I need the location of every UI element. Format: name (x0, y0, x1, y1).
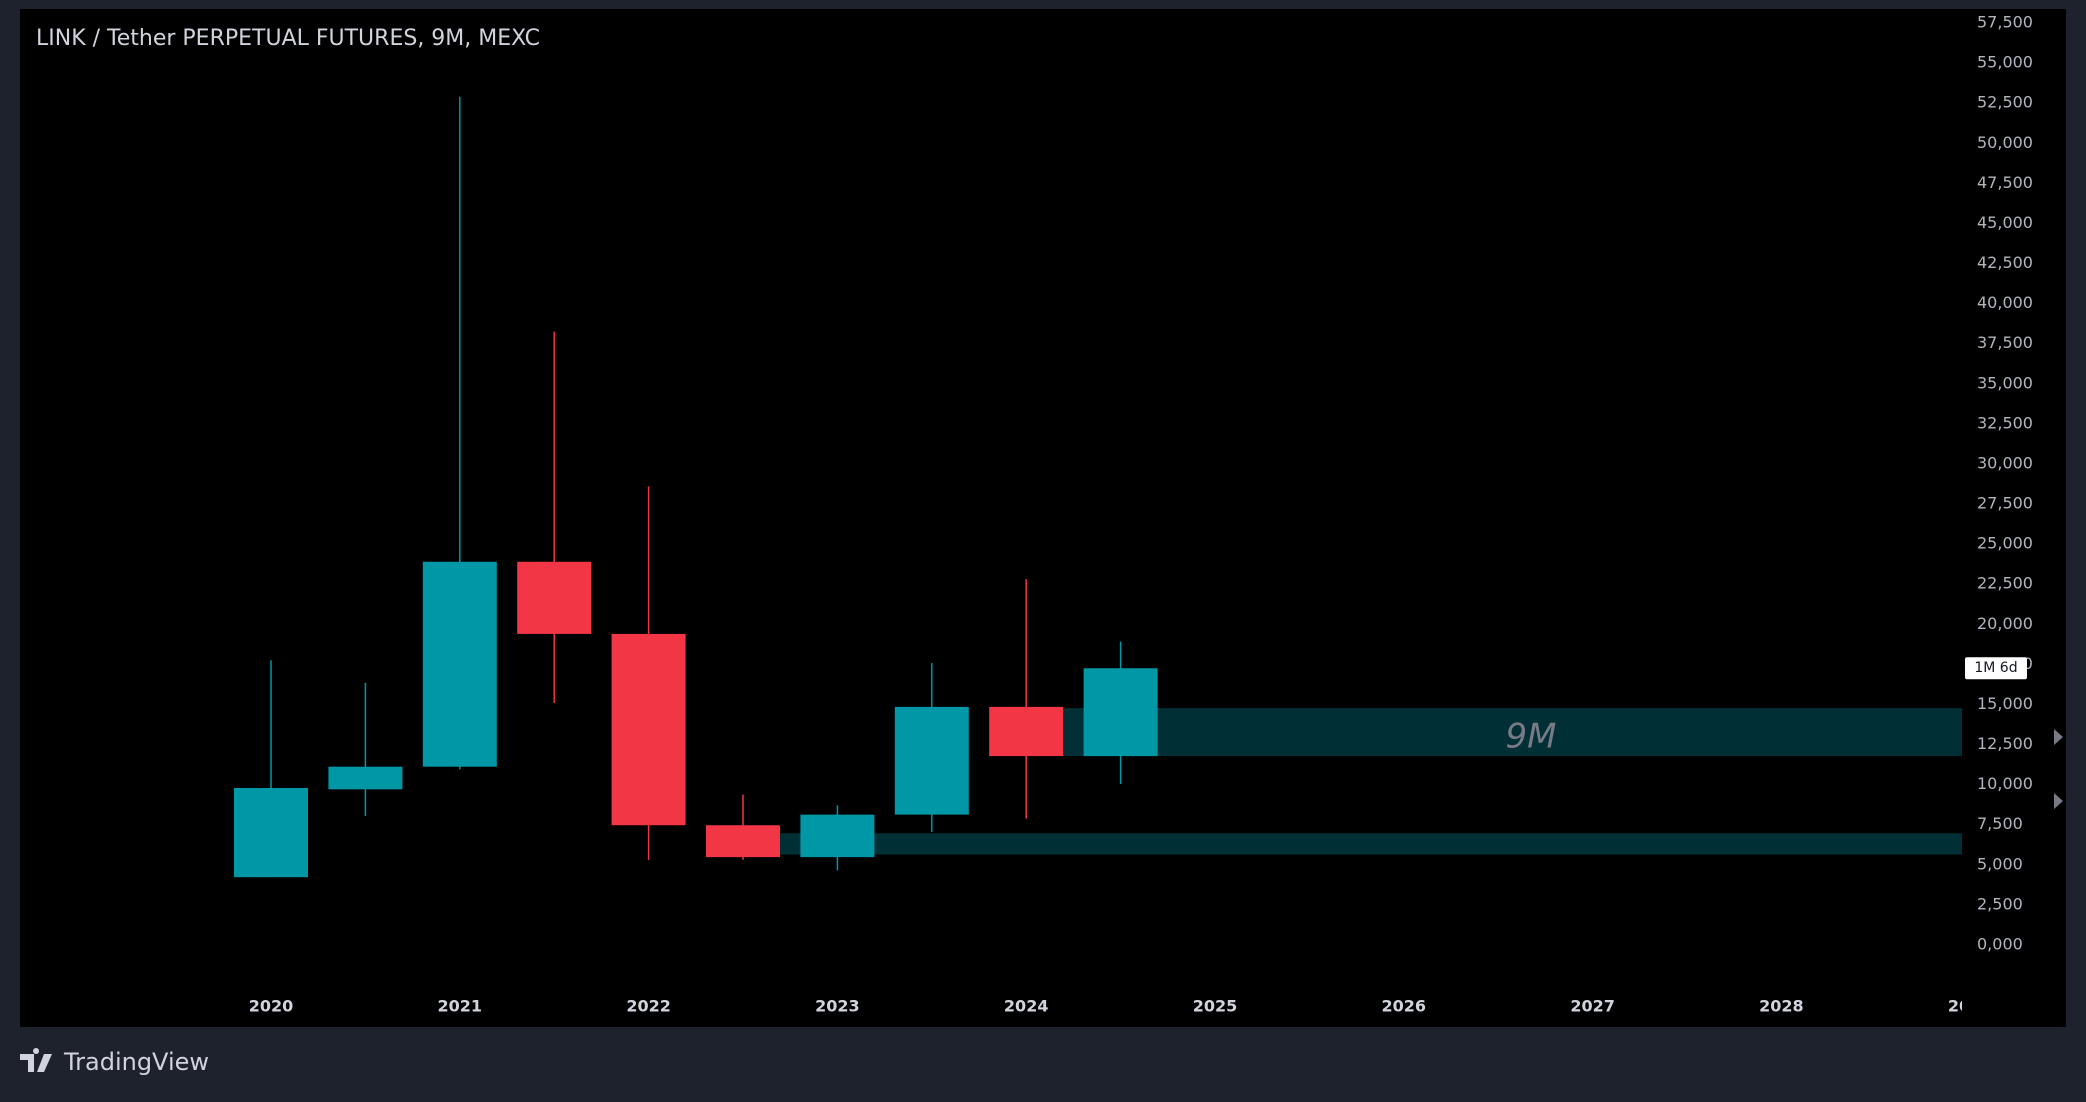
candle-body (894, 706, 969, 815)
y-tick-label: 12,500 (1977, 734, 2033, 753)
y-tick-label: 37,500 (1977, 333, 2033, 352)
x-tick-label: 2025 (1193, 997, 1238, 1016)
chart-area (20, 9, 2066, 1027)
y-tick-label: 7,500 (1977, 814, 2023, 833)
zone (1063, 708, 1962, 757)
candle-body (706, 825, 780, 858)
y-tick-label: 55,000 (1977, 53, 2033, 72)
y-tick-label: 57,500 (1977, 13, 2033, 32)
y-tick-label: 35,000 (1977, 373, 2033, 392)
y-tick-label: 15,000 (1977, 694, 2033, 713)
x-tick-label: 2022 (626, 997, 671, 1016)
y-tick-label: 0,000 (1977, 935, 2023, 954)
zone-label: 9M (1506, 717, 1557, 757)
candle-body (611, 633, 686, 826)
arrow-icon (2054, 729, 2063, 809)
x-tick-label: 2028 (1759, 997, 1804, 1016)
y-tick-label: 25,000 (1977, 534, 2033, 553)
brand: TradingView (63, 1048, 209, 1076)
y-tick-label: 5,000 (1977, 854, 2023, 873)
candle-body (1083, 668, 1158, 757)
y-tick-label: 32,500 (1977, 413, 2033, 432)
chart-title: LINK / Tether PERPETUAL FUTURES, 9M, MEX… (36, 26, 540, 51)
y-tick-label: 45,000 (1977, 213, 2033, 232)
zone (780, 833, 1962, 855)
candle-body (234, 788, 308, 878)
y-tick-label: 30,000 (1977, 453, 2033, 472)
countdown-label: 1M 6d (1974, 660, 2017, 676)
x-tick-label: 2026 (1382, 997, 1427, 1016)
y-tick-label: 42,500 (1977, 253, 2033, 272)
axis-panel (1962, 980, 2066, 1027)
x-tick-label: 2021 (438, 997, 483, 1016)
y-tick-label: 52,500 (1977, 93, 2033, 112)
x-tick-label: 2020 (249, 997, 294, 1016)
candle-body (989, 706, 1064, 757)
candle-body (328, 766, 403, 790)
candle-body (517, 561, 592, 634)
x-tick-label: 2027 (1570, 997, 1615, 1016)
y-tick-label: 27,500 (1977, 494, 2033, 513)
logo (20, 1048, 52, 1072)
x-tick-label: 2024 (1004, 997, 1049, 1016)
y-tick-label: 10,000 (1977, 774, 2033, 793)
y-tick-label: 47,500 (1977, 173, 2033, 192)
countdown-tag (1965, 657, 2027, 680)
y-tick-label: 40,000 (1977, 293, 2033, 312)
x-tick-label: 2023 (815, 997, 860, 1016)
candle-body (800, 814, 875, 858)
candle-body (422, 561, 497, 767)
y-tick-label: 50,000 (1977, 133, 2033, 152)
y-tick-label: 20,000 (1977, 614, 2033, 633)
y-tick-label: 2,500 (1977, 894, 2023, 913)
y-tick-label: 22,500 (1977, 574, 2033, 593)
